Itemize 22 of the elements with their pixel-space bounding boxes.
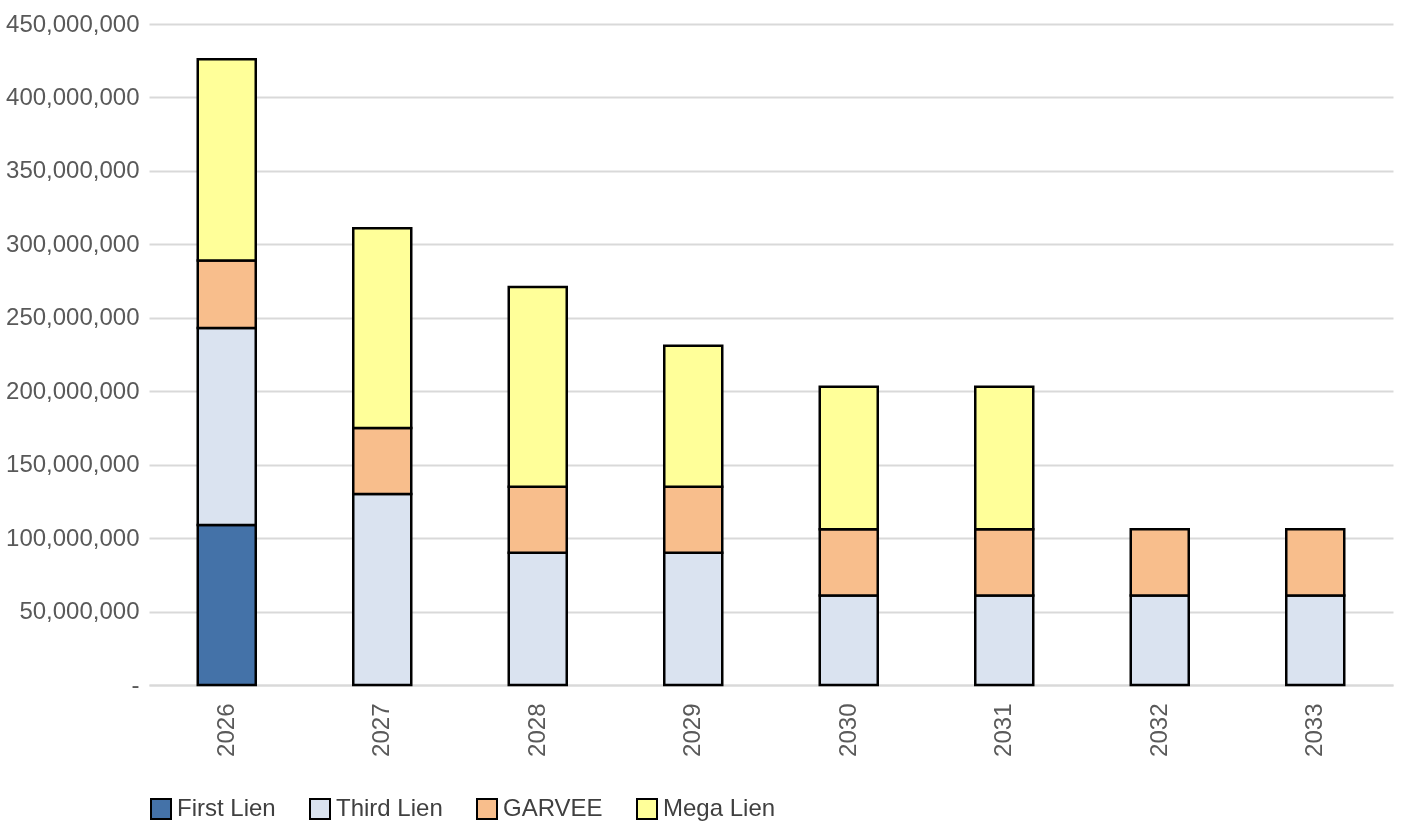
y-tick-label: - (131, 670, 140, 698)
x-tick-label: 2033 (1300, 703, 1328, 757)
y-tick-label: 50,000,000 (19, 597, 140, 625)
y-tick-label: 450,000,000 (6, 9, 140, 37)
legend-label: GARVEE (503, 794, 603, 821)
legend-label: Mega Lien (663, 794, 776, 821)
y-tick-label: 100,000,000 (6, 523, 140, 551)
legend-label: Third Lien (336, 794, 443, 821)
y-tick-label: 150,000,000 (6, 450, 140, 478)
legend-label: First Lien (177, 794, 276, 821)
x-tick-label: 2026 (211, 703, 239, 757)
y-tick-label: 300,000,000 (6, 229, 140, 257)
y-tick-label: 200,000,000 (6, 376, 140, 404)
x-tick-label: 2028 (522, 703, 550, 757)
x-tick-label: 2031 (989, 703, 1017, 757)
y-tick-label: 350,000,000 (6, 156, 140, 184)
x-tick-label: 2030 (833, 703, 861, 757)
x-tick-label: 2032 (1144, 703, 1172, 757)
y-tick-label: 250,000,000 (6, 303, 140, 331)
y-tick-label: 400,000,000 (6, 82, 140, 110)
x-tick-label: 2029 (678, 703, 706, 757)
x-tick-label: 2027 (367, 703, 395, 757)
